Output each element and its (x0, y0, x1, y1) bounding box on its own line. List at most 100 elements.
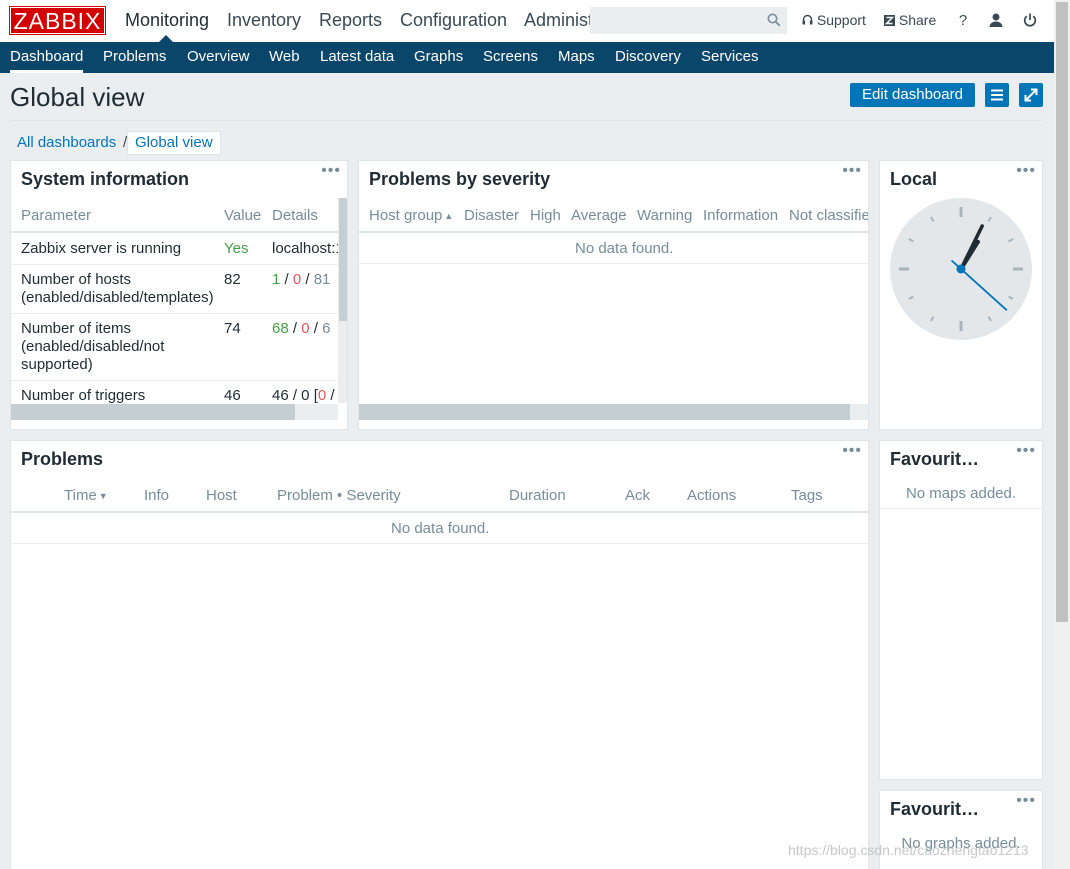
clock-tick (930, 316, 935, 322)
system-info-details: 68 / 0 / 6 (272, 320, 331, 337)
zabbix-logo[interactable]: ZABBIX (9, 6, 106, 35)
column-header[interactable]: Not classified (789, 207, 868, 224)
widget-title: Favourite graphs (890, 799, 986, 819)
widget-options-icon[interactable]: ••• (842, 162, 862, 179)
header-divider (11, 231, 338, 233)
column-header[interactable]: Average (571, 207, 627, 224)
analog-clock (890, 198, 1032, 340)
system-info-param: Zabbix server is running (21, 240, 182, 257)
dashboard-menu-button[interactable] (985, 83, 1009, 107)
sort-ascending-icon: ▲ (444, 211, 454, 221)
column-header[interactable]: Ack (625, 487, 651, 504)
column-header[interactable]: Value (224, 207, 262, 224)
share-label: Share (898, 12, 937, 28)
top-menu-administration[interactable]: Administration (524, 10, 590, 30)
column-header[interactable]: Details (272, 207, 318, 224)
problems-by-severity-widget: Problems by severity ••• Host group ▲ Dis… (358, 160, 869, 430)
system-info-value: 74 (224, 320, 241, 337)
widget-title: System information (21, 169, 190, 189)
column-header[interactable]: Actions (687, 487, 737, 504)
search-icon[interactable] (767, 13, 781, 27)
widget-options-icon[interactable]: ••• (1016, 162, 1036, 179)
clock-tick (1008, 295, 1014, 300)
header-divider (11, 511, 868, 513)
hamburger-menu-icon (991, 89, 1003, 101)
system-info-value: 82 (224, 271, 241, 288)
row-divider (880, 508, 1042, 509)
favourite-graphs-widget: Favourite graphs ••• No graphs added. (879, 790, 1043, 869)
row-divider (359, 263, 868, 264)
sub-nav-maps[interactable]: Maps (558, 48, 595, 65)
fullscreen-button[interactable] (1019, 83, 1043, 107)
column-header[interactable]: High (530, 207, 561, 224)
column-header[interactable]: Duration (509, 487, 566, 504)
user-icon[interactable] (988, 12, 1004, 28)
system-information-widget: System information ••• Parameter Value D… (10, 160, 348, 430)
widget-options-icon[interactable]: ••• (321, 162, 341, 179)
sub-nav-screens[interactable]: Screens (483, 48, 539, 65)
widget-options-icon[interactable]: ••• (842, 442, 862, 459)
sub-nav-problems[interactable]: Problems (103, 48, 167, 65)
column-header[interactable]: Warning (637, 207, 693, 224)
help-icon[interactable]: ? (958, 12, 968, 29)
column-header-host-group[interactable]: Host group ▲ (369, 207, 454, 224)
sub-nav-discovery[interactable]: Discovery (615, 48, 681, 65)
sub-nav-services[interactable]: Services (701, 48, 759, 65)
column-header[interactable]: Information (703, 207, 779, 224)
column-header[interactable]: Problem • Severity (277, 487, 401, 504)
breadcrumb-current[interactable]: Global view (127, 131, 221, 155)
system-info-param: Number of hosts (enabled/disabled/templa… (21, 271, 214, 306)
sub-nav-overview[interactable]: Overview (187, 48, 250, 65)
clock-tick (987, 216, 992, 222)
column-header-time[interactable]: Time ▼ (64, 487, 108, 504)
widget-options-icon[interactable]: ••• (1016, 442, 1036, 459)
share-link[interactable]: Share (884, 0, 936, 40)
top-navigation: ZABBIX Monitoring Inventory Reports Conf… (0, 0, 1054, 43)
clock-tick (1008, 238, 1014, 243)
column-header[interactable]: Host (206, 487, 237, 504)
clock-widget: Local ••• (879, 160, 1043, 430)
system-info-details: 1 / 0 / 81 (272, 271, 331, 288)
column-header[interactable]: Disaster (464, 207, 520, 224)
sub-nav-web[interactable]: Web (269, 48, 300, 65)
sub-nav-graphs[interactable]: Graphs (414, 48, 464, 65)
widget-options-icon[interactable]: ••• (1016, 792, 1036, 809)
system-info-details: 46 / 0 [0 / (272, 387, 335, 404)
window-scroll-thumb[interactable] (1056, 2, 1068, 622)
widget-title: Problems by severity (369, 169, 551, 189)
sign-out-icon[interactable] (1022, 12, 1038, 28)
share-z-icon (884, 15, 895, 26)
expand-icon (1024, 88, 1038, 102)
clock-tick (930, 216, 935, 222)
support-label: Support (816, 12, 866, 28)
search-input[interactable] (590, 7, 787, 34)
breadcrumb-all-dashboards[interactable]: All dashboards (17, 134, 117, 151)
column-header[interactable]: Info (144, 487, 170, 504)
edit-dashboard-button[interactable]: Edit dashboard (850, 83, 975, 107)
watermark: https://blog.csdn.net/caozhengtao1213 (788, 842, 1029, 858)
system-info-details: localhost:10051 (272, 240, 338, 257)
column-header[interactable]: Parameter (21, 207, 92, 224)
favourite-maps-widget: Favourite maps ••• No maps added. (879, 440, 1043, 780)
column-header[interactable]: Tags (791, 487, 823, 504)
support-link[interactable]: Support (802, 0, 866, 40)
system-info-param: Number of triggers (21, 387, 146, 404)
top-menu-configuration[interactable]: Configuration (400, 10, 508, 30)
clock-tick (987, 316, 992, 322)
scrollbar-thumb[interactable] (11, 404, 295, 420)
clock-tick (908, 238, 914, 243)
vertical-scrollbar[interactable] (338, 198, 347, 403)
top-menu-inventory[interactable]: Inventory (227, 10, 302, 30)
scrollbar-thumb[interactable] (339, 198, 347, 321)
sub-nav-dashboard[interactable]: Dashboard (10, 42, 84, 73)
row-divider (11, 380, 338, 381)
top-menu-monitoring[interactable]: Monitoring (125, 0, 209, 43)
scrollbar-thumb[interactable] (359, 404, 850, 420)
no-data-message: No data found. (575, 240, 674, 257)
page-title: Global view (10, 82, 145, 112)
row-divider (11, 543, 868, 544)
sort-descending-icon: ▼ (98, 491, 108, 501)
sub-nav-latest-data[interactable]: Latest data (320, 48, 395, 65)
top-menu-reports[interactable]: Reports (319, 10, 383, 30)
no-data-message: No maps added. (905, 485, 1017, 502)
